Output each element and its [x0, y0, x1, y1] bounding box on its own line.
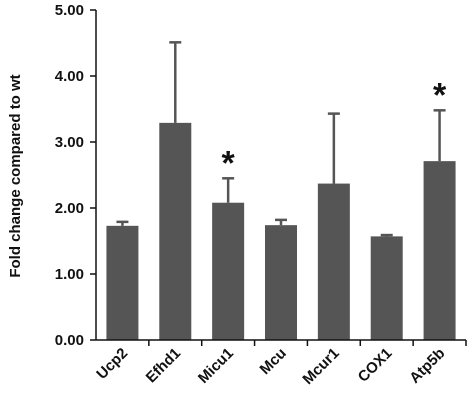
bar-efhd1	[159, 122, 192, 340]
significance-star: *	[433, 76, 447, 114]
y-axis: 0.00 1.00 2.00 3.00 4.00 5.00	[55, 2, 97, 349]
y-tick-label: 1.00	[55, 266, 84, 283]
x-tick-label: Mcur1	[299, 345, 342, 388]
x-tick-label: Mcu	[257, 345, 290, 378]
x-tick-label: Micu1	[195, 345, 237, 387]
bars	[106, 122, 456, 340]
y-tick-label: 3.00	[55, 134, 84, 151]
x-tick-label: Efhd1	[143, 345, 184, 386]
y-tick-label: 5.00	[55, 2, 84, 19]
y-tick-label: 2.00	[55, 200, 84, 217]
x-axis: Ucp2 Efhd1 Micu1 Mcu Mcur1 COX1 Atp5b	[93, 339, 467, 388]
significance-markers: **	[222, 76, 447, 182]
x-tick-label: COX1	[355, 345, 396, 386]
x-tick-label: Atp5b	[406, 345, 448, 387]
significance-star: *	[222, 144, 236, 182]
x-tick-label: Ucp2	[93, 345, 131, 383]
error-bars	[116, 41, 446, 237]
y-axis-title: Fold change compared to wt	[7, 74, 24, 277]
bar-micu1	[212, 202, 245, 340]
bar-mcu	[265, 225, 297, 340]
bar-atp5b	[423, 161, 456, 340]
bar-ucp2	[106, 225, 139, 340]
y-tick-label: 0.00	[55, 332, 84, 349]
y-tick-label: 4.00	[55, 68, 84, 85]
bar-cox1	[370, 236, 403, 340]
bar-mcur1	[317, 183, 350, 340]
